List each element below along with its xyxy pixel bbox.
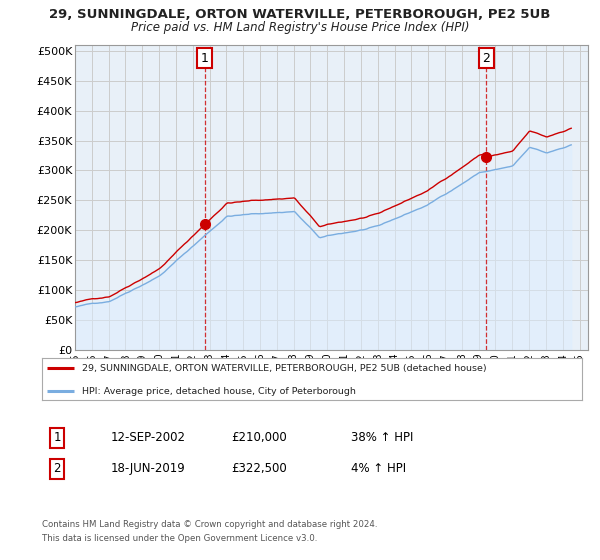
Text: 29, SUNNINGDALE, ORTON WATERVILLE, PETERBOROUGH, PE2 5UB: 29, SUNNINGDALE, ORTON WATERVILLE, PETER…	[49, 8, 551, 21]
Text: HPI: Average price, detached house, City of Peterborough: HPI: Average price, detached house, City…	[83, 386, 356, 395]
Text: This data is licensed under the Open Government Licence v3.0.: This data is licensed under the Open Gov…	[42, 534, 317, 543]
Text: 2: 2	[53, 462, 61, 475]
Text: 29, SUNNINGDALE, ORTON WATERVILLE, PETERBOROUGH, PE2 5UB (detached house): 29, SUNNINGDALE, ORTON WATERVILLE, PETER…	[83, 364, 487, 373]
Text: Contains HM Land Registry data © Crown copyright and database right 2024.: Contains HM Land Registry data © Crown c…	[42, 520, 377, 529]
Text: £322,500: £322,500	[231, 462, 287, 475]
Text: 12-SEP-2002: 12-SEP-2002	[111, 431, 186, 445]
Text: 18-JUN-2019: 18-JUN-2019	[111, 462, 186, 475]
Text: 38% ↑ HPI: 38% ↑ HPI	[351, 431, 413, 445]
Text: £210,000: £210,000	[231, 431, 287, 445]
Text: 2: 2	[482, 52, 490, 65]
Text: 1: 1	[53, 431, 61, 445]
Text: 4% ↑ HPI: 4% ↑ HPI	[351, 462, 406, 475]
Text: Price paid vs. HM Land Registry's House Price Index (HPI): Price paid vs. HM Land Registry's House …	[131, 21, 469, 34]
Text: 1: 1	[201, 52, 209, 65]
